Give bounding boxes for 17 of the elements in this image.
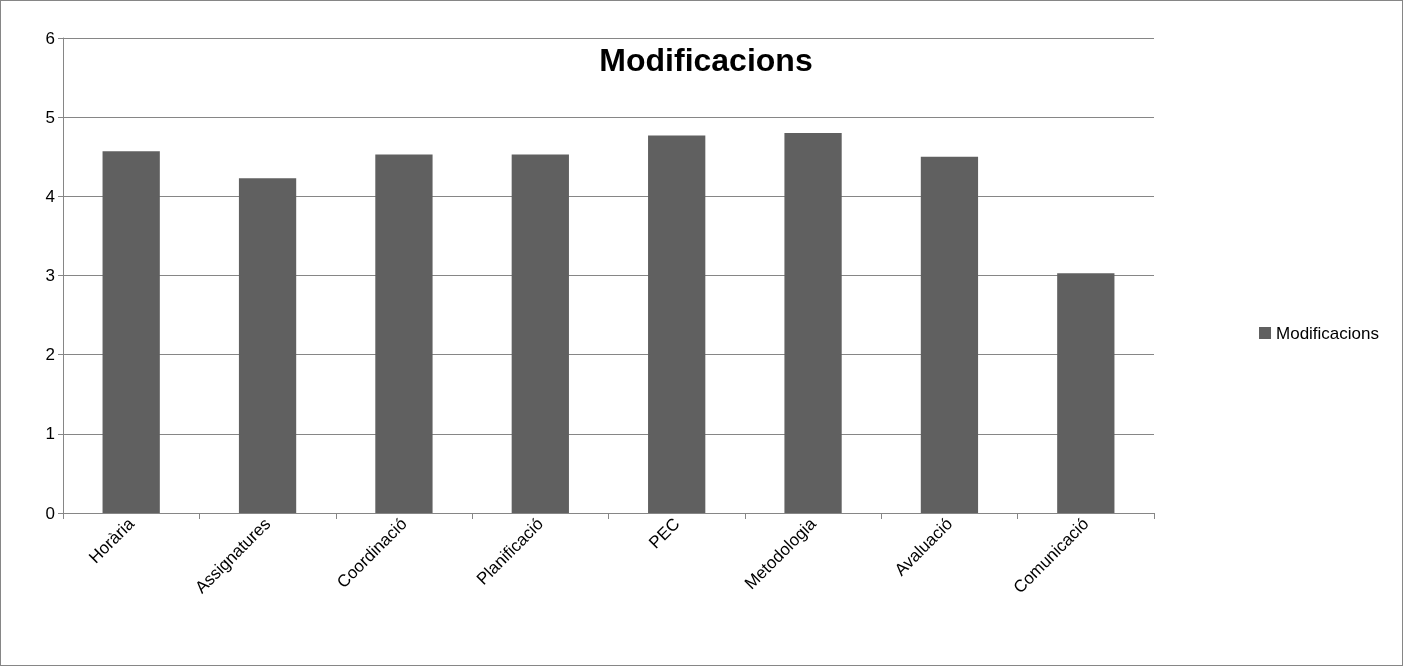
y-tick-label: 6 (45, 28, 55, 48)
bar (784, 133, 842, 513)
y-tick-label: 1 (45, 424, 55, 444)
legend-label: Modificacions (1276, 323, 1380, 343)
y-tick-label: 0 (45, 503, 55, 523)
bar (1057, 273, 1115, 513)
y-tick-label: 5 (45, 107, 55, 127)
bar (238, 178, 297, 513)
chart-title: Modificacions (599, 42, 813, 78)
bar (648, 135, 706, 513)
y-tick-label: 2 (45, 345, 55, 365)
bar (511, 154, 569, 513)
y-tick-label: 3 (45, 266, 55, 285)
bar (920, 156, 979, 513)
bar (375, 154, 433, 513)
bar (102, 151, 160, 513)
y-tick-label: 4 (45, 186, 55, 206)
